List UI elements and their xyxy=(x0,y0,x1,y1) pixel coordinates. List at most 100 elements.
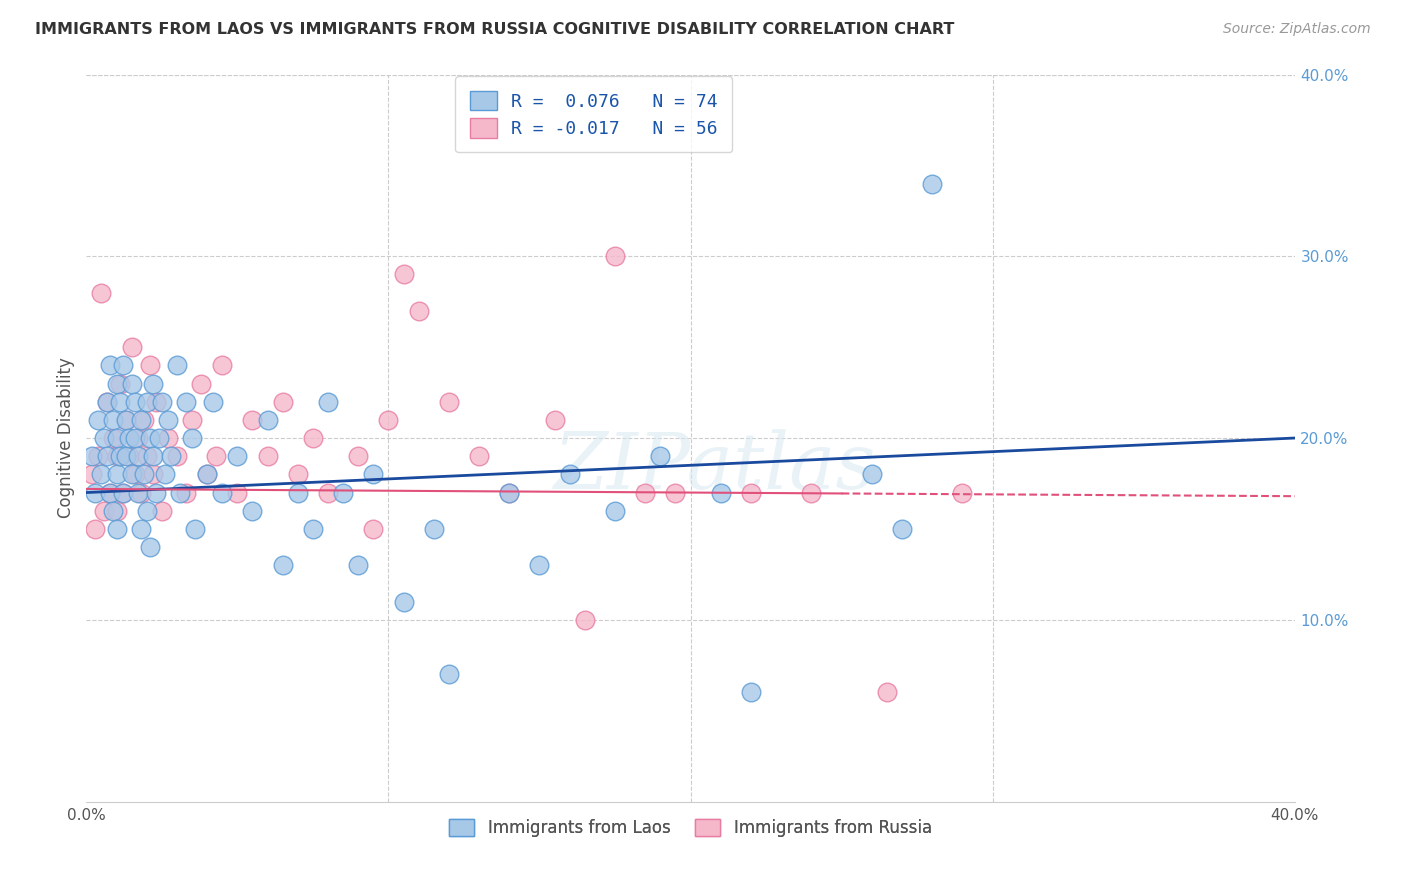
Point xyxy=(105,467,128,482)
Point xyxy=(195,467,218,482)
Point xyxy=(87,449,110,463)
Y-axis label: Cognitive Disability: Cognitive Disability xyxy=(58,358,75,518)
Point xyxy=(226,485,249,500)
Point xyxy=(93,431,115,445)
Point xyxy=(111,485,134,500)
Point xyxy=(108,394,131,409)
Point xyxy=(603,504,626,518)
Point xyxy=(574,613,596,627)
Point xyxy=(124,394,146,409)
Point xyxy=(160,449,183,463)
Point xyxy=(127,449,149,463)
Point xyxy=(363,467,385,482)
Point xyxy=(169,485,191,500)
Point xyxy=(498,485,520,500)
Point xyxy=(184,522,207,536)
Text: IMMIGRANTS FROM LAOS VS IMMIGRANTS FROM RUSSIA COGNITIVE DISABILITY CORRELATION : IMMIGRANTS FROM LAOS VS IMMIGRANTS FROM … xyxy=(35,22,955,37)
Point xyxy=(105,376,128,391)
Point xyxy=(138,359,160,373)
Point xyxy=(302,522,325,536)
Point xyxy=(740,685,762,699)
Point xyxy=(332,485,354,500)
Point xyxy=(891,522,914,536)
Point xyxy=(166,449,188,463)
Point xyxy=(181,431,204,445)
Point xyxy=(100,485,122,500)
Point xyxy=(287,467,309,482)
Point xyxy=(347,558,370,573)
Point xyxy=(437,667,460,681)
Point xyxy=(93,504,115,518)
Point xyxy=(153,467,176,482)
Point xyxy=(124,431,146,445)
Point xyxy=(90,467,112,482)
Point xyxy=(558,467,581,482)
Point xyxy=(181,413,204,427)
Point xyxy=(363,522,385,536)
Point xyxy=(422,522,444,536)
Point xyxy=(271,558,294,573)
Point xyxy=(876,685,898,699)
Point xyxy=(82,449,104,463)
Point xyxy=(124,467,146,482)
Point xyxy=(302,431,325,445)
Point xyxy=(142,467,165,482)
Point xyxy=(127,485,149,500)
Point xyxy=(108,376,131,391)
Point xyxy=(82,467,104,482)
Point xyxy=(135,394,157,409)
Point xyxy=(132,467,155,482)
Point xyxy=(96,394,118,409)
Point xyxy=(860,467,883,482)
Point xyxy=(87,413,110,427)
Point xyxy=(84,485,107,500)
Point xyxy=(271,394,294,409)
Point xyxy=(84,522,107,536)
Point xyxy=(347,449,370,463)
Point xyxy=(392,594,415,608)
Point xyxy=(100,485,122,500)
Point xyxy=(650,449,672,463)
Point xyxy=(287,485,309,500)
Point xyxy=(242,504,264,518)
Point xyxy=(129,485,152,500)
Point xyxy=(127,431,149,445)
Point xyxy=(166,359,188,373)
Point xyxy=(138,431,160,445)
Point xyxy=(105,504,128,518)
Point xyxy=(202,394,225,409)
Point xyxy=(226,449,249,463)
Point xyxy=(634,485,657,500)
Point xyxy=(211,485,233,500)
Point xyxy=(111,359,134,373)
Point xyxy=(103,504,125,518)
Point xyxy=(129,522,152,536)
Point xyxy=(156,413,179,427)
Point xyxy=(135,504,157,518)
Point xyxy=(710,485,733,500)
Point xyxy=(138,540,160,554)
Point xyxy=(437,394,460,409)
Point xyxy=(392,268,415,282)
Point xyxy=(498,485,520,500)
Point xyxy=(174,394,197,409)
Point xyxy=(145,485,167,500)
Point xyxy=(174,485,197,500)
Point xyxy=(148,431,170,445)
Point xyxy=(132,413,155,427)
Point xyxy=(316,394,339,409)
Point xyxy=(603,249,626,263)
Point xyxy=(108,449,131,463)
Point xyxy=(121,376,143,391)
Point xyxy=(156,431,179,445)
Point xyxy=(105,449,128,463)
Point xyxy=(103,431,125,445)
Point xyxy=(242,413,264,427)
Text: Source: ZipAtlas.com: Source: ZipAtlas.com xyxy=(1223,22,1371,37)
Point xyxy=(114,413,136,427)
Point xyxy=(117,449,139,463)
Point xyxy=(135,449,157,463)
Point xyxy=(952,485,974,500)
Point xyxy=(129,413,152,427)
Point xyxy=(121,467,143,482)
